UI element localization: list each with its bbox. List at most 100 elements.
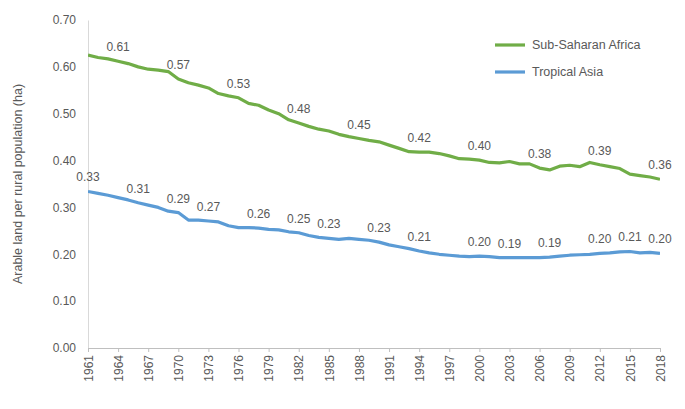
data-label: 0.61 [106, 40, 130, 54]
x-tick: 2018 [654, 348, 668, 382]
x-tick-mark [540, 348, 541, 352]
y-tick-label: 0.30 [53, 201, 77, 215]
x-tick-mark [509, 348, 510, 352]
x-tick: 1970 [172, 348, 186, 382]
x-tick: 2003 [503, 348, 517, 382]
x-tick-mark [118, 348, 119, 352]
y-tick-label: 0.60 [53, 60, 77, 74]
x-axis-line [89, 349, 661, 353]
data-label: 0.38 [528, 147, 552, 161]
x-tick: 2000 [473, 348, 487, 382]
x-tick-label: 1973 [202, 355, 216, 382]
data-label: 0.20 [588, 232, 612, 246]
data-label: 0.40 [468, 139, 492, 153]
chart: 0.00 0.10 0.20 0.30 0.40 0.50 0.60 0.70 1961 1964… [0, 0, 685, 409]
y-tick-label: 0.20 [53, 248, 77, 262]
x-tick-mark [570, 348, 571, 352]
data-label: 0.39 [588, 144, 612, 158]
x-tick-mark [148, 348, 149, 352]
x-tick-mark [419, 348, 420, 352]
y-axis-line [88, 21, 89, 349]
series-line [88, 55, 660, 179]
data-label: 0.25 [287, 212, 311, 226]
x-tick-label: 1991 [383, 355, 397, 382]
x-tick-label: 1982 [292, 355, 306, 382]
x-tick: 2012 [593, 348, 607, 382]
legend-swatch [495, 43, 525, 46]
x-tick: 1973 [202, 348, 216, 382]
x-tick-label: 2006 [533, 355, 547, 382]
x-tick: 2006 [533, 348, 547, 382]
y-tick: 0.40 [53, 154, 88, 168]
x-tick-label: 1964 [112, 355, 126, 382]
legend: Sub-Saharan Africa Tropical Asia [495, 38, 640, 79]
x-axis: 1961 1964 1967 1970 1973 1976 1979 1982 1985 1988… [82, 348, 668, 382]
x-tick: 1997 [443, 348, 457, 382]
x-tick-mark [630, 348, 631, 352]
legend-label: Tropical Asia [532, 65, 603, 79]
data-label: 0.29 [167, 192, 191, 206]
data-label: 0.45 [347, 118, 371, 132]
x-tick-label: 1979 [262, 355, 276, 382]
x-tick: 2009 [563, 348, 577, 382]
x-tick-mark [329, 348, 330, 352]
x-tick: 1994 [413, 348, 427, 382]
data-label: 0.31 [126, 182, 150, 196]
x-tick-label: 2012 [593, 355, 607, 382]
y-tick-label: 0.10 [53, 294, 77, 308]
data-label: 0.20 [468, 235, 492, 249]
x-tick-mark [600, 348, 601, 352]
plot-area [88, 55, 660, 257]
x-tick-mark [359, 348, 360, 352]
x-tick: 1967 [142, 348, 156, 382]
y-tick-label: 0.50 [53, 107, 77, 121]
x-tick-label: 2000 [473, 355, 487, 382]
y-tick-label: 0.70 [53, 13, 77, 27]
x-tick: 2015 [624, 348, 638, 382]
data-label: 0.36 [648, 158, 672, 172]
x-tick-label: 2015 [624, 355, 638, 382]
data-label: 0.57 [167, 58, 191, 72]
y-tick: 0.50 [53, 107, 88, 121]
x-tick-label: 1994 [413, 355, 427, 382]
data-label: 0.20 [648, 232, 672, 246]
y-tick: 0.60 [53, 60, 88, 74]
y-tick: 0.30 [53, 201, 88, 215]
y-tick: 0.10 [53, 294, 88, 308]
x-tick-mark [660, 348, 661, 352]
data-label: 0.23 [367, 221, 391, 235]
x-tick: 1961 [82, 348, 96, 382]
x-tick-mark [239, 348, 240, 352]
data-label: 0.53 [227, 77, 251, 91]
y-tick: 0.20 [53, 248, 88, 262]
x-tick-mark [389, 348, 390, 352]
data-label: 0.23 [317, 217, 341, 231]
data-labels: 0.610.570.530.480.450.420.400.380.390.36… [76, 40, 672, 250]
data-label: 0.42 [407, 131, 431, 145]
x-tick-label: 1997 [443, 355, 457, 382]
x-tick: 1979 [262, 348, 276, 382]
x-tick-label: 2009 [563, 355, 577, 382]
x-tick: 1985 [323, 348, 337, 382]
legend-swatch [495, 70, 525, 73]
y-tick-label: 0.00 [53, 341, 77, 355]
data-label: 0.21 [618, 230, 642, 244]
x-tick: 1982 [292, 348, 306, 382]
x-tick-mark [269, 348, 270, 352]
data-label: 0.19 [498, 237, 522, 251]
legend-label: Sub-Saharan Africa [532, 38, 640, 52]
x-tick: 1991 [383, 348, 397, 382]
x-tick-mark [449, 348, 450, 352]
data-label: 0.19 [538, 236, 562, 250]
x-tick-label: 1970 [172, 355, 186, 382]
x-tick-label: 1976 [232, 355, 246, 382]
y-tick: 0.00 [53, 341, 88, 355]
x-tick-mark [178, 348, 179, 352]
data-label: 0.26 [247, 207, 271, 221]
y-axis-title: Arable land per rural population (ha) [11, 84, 25, 284]
x-tick: 1988 [353, 348, 367, 382]
x-tick-mark [479, 348, 480, 352]
x-tick-mark [208, 348, 209, 352]
x-tick-label: 2003 [503, 355, 517, 382]
data-label: 0.21 [407, 230, 431, 244]
